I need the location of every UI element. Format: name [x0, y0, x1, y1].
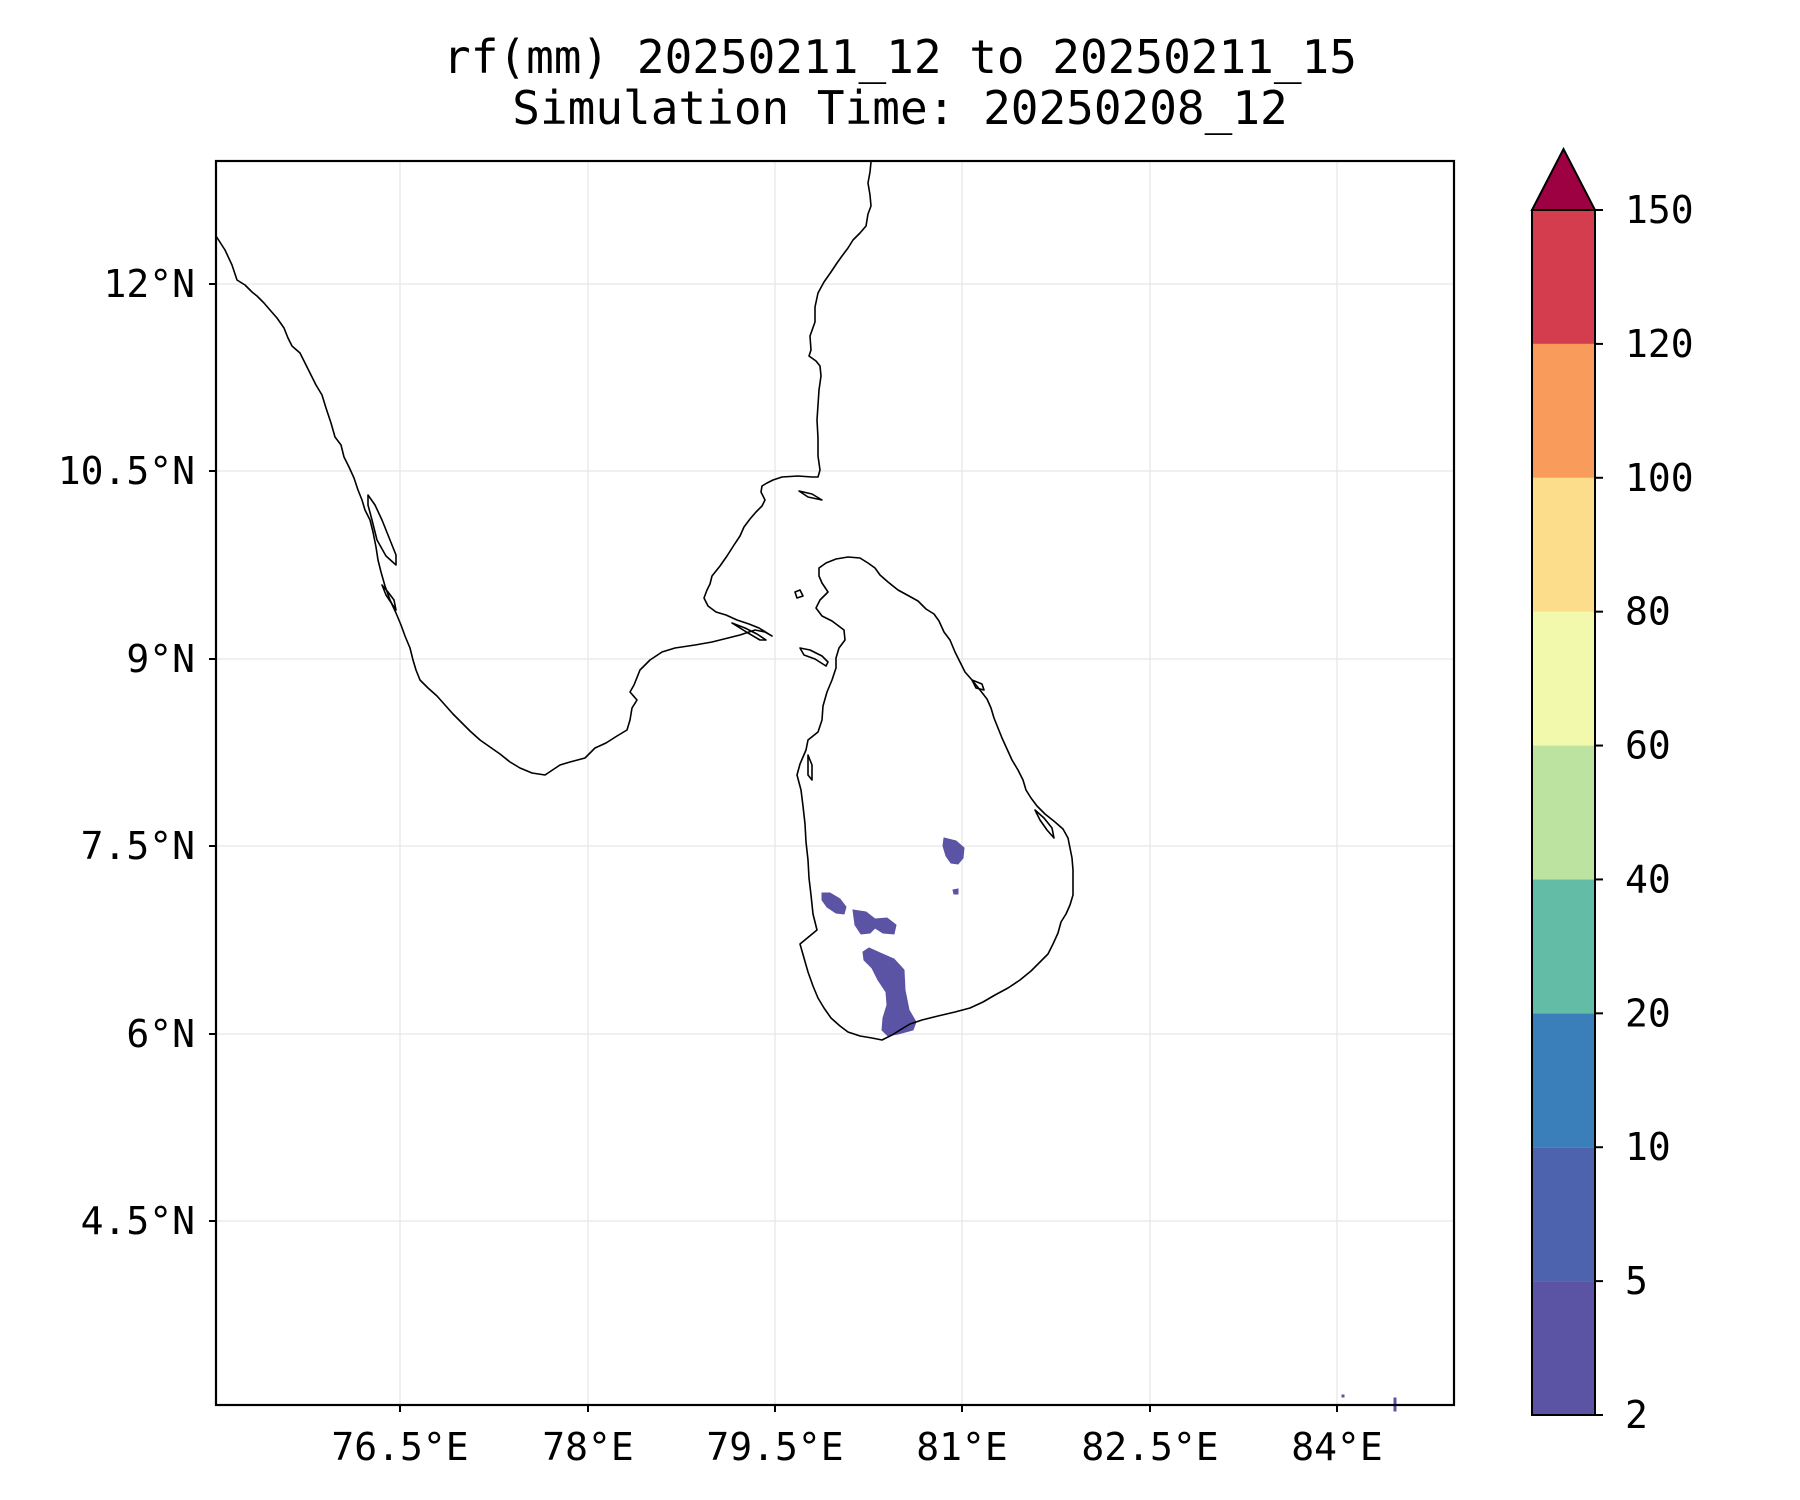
colorbar-segment — [1532, 879, 1595, 1014]
island-delft — [794, 589, 804, 599]
coast-detail-kerala-lake — [381, 584, 397, 611]
map-title: rf(mm) 20250211_12 to 20250211_15 — [443, 30, 1357, 84]
colorbar-tick-label: 40 — [1625, 857, 1671, 901]
colorbar-tick-label: 10 — [1625, 1125, 1671, 1169]
lat-tick-label: 10.5°N — [58, 449, 195, 493]
rainfall-cell-central-highlands — [942, 837, 965, 865]
colorbar-segment — [1532, 343, 1595, 478]
rainfall-overlay — [821, 837, 1397, 1412]
sri-lanka-coastline — [796, 556, 1074, 1041]
coast-detail-batticaloa — [1034, 809, 1055, 839]
lat-tick-label: 9°N — [126, 637, 195, 681]
colorbar-extend-arrow — [1530, 146, 1597, 211]
colorbar-segment — [1532, 1147, 1595, 1282]
colorbar-tick-label: 60 — [1625, 724, 1671, 768]
colorbar-tick-label: 150 — [1625, 188, 1694, 232]
gridlines — [216, 161, 1454, 1405]
coast-detail-cauvery — [798, 490, 823, 501]
island-rameswaram — [731, 622, 767, 641]
longitude-ticks: 76.5°E 78°E 79.5°E 81°E 82.5°E 84°E — [331, 1405, 1383, 1469]
rainfall-cell-southern — [862, 947, 917, 1037]
colorbar-tick-label: 20 — [1625, 991, 1671, 1035]
rainfall-cell-ratnapura — [852, 909, 897, 935]
colorbar-tick-label: 120 — [1625, 322, 1694, 366]
map-subtitle: Simulation Time: 20250208_12 — [512, 81, 1288, 135]
coast-detail-lagoon — [367, 494, 397, 566]
colorbar-tick-label: 2 — [1625, 1393, 1648, 1437]
rainfall-cell-speck — [952, 888, 959, 895]
lagoon-puttalam — [807, 754, 813, 781]
lon-tick-label: 81°E — [916, 1425, 1008, 1469]
rainfall-cell-western — [821, 892, 847, 915]
colorbar-segment — [1532, 1281, 1595, 1415]
india-coastline — [215, 161, 872, 776]
colorbar-tick-label: 100 — [1625, 456, 1694, 500]
colorbar-segment — [1532, 477, 1595, 612]
lon-tick-label: 79.5°E — [706, 1425, 843, 1469]
coast-detail-trinco — [971, 679, 985, 691]
colorbar-segment — [1532, 745, 1595, 880]
colorbar-segment — [1532, 611, 1595, 746]
colorbar-segment — [1532, 210, 1595, 344]
latitude-ticks: 12°N 10.5°N 9°N 7.5°N 6°N 4.5°N — [58, 262, 216, 1243]
lon-tick-label: 76.5°E — [331, 1425, 468, 1469]
coastlines — [215, 161, 1074, 1041]
island-mannar — [799, 647, 829, 667]
lon-tick-label: 82.5°E — [1081, 1425, 1218, 1469]
colorbar-outline — [1531, 209, 1596, 1416]
lat-tick-label: 12°N — [103, 262, 195, 306]
lat-tick-label: 7.5°N — [81, 824, 195, 868]
colorbar-tick-label: 5 — [1625, 1259, 1648, 1303]
colorbar: 2 5 10 20 40 60 80 100 120 150 — [1530, 146, 1694, 1437]
lat-tick-label: 6°N — [126, 1012, 195, 1056]
map-frame — [214, 159, 1456, 1407]
lon-tick-label: 78°E — [542, 1425, 634, 1469]
lon-tick-label: 84°E — [1291, 1425, 1383, 1469]
rainfall-speck-far-east-2 — [1341, 1394, 1345, 1398]
lat-tick-label: 4.5°N — [81, 1199, 195, 1243]
colorbar-segment — [1532, 1013, 1595, 1148]
colorbar-tick-label: 80 — [1625, 590, 1671, 634]
